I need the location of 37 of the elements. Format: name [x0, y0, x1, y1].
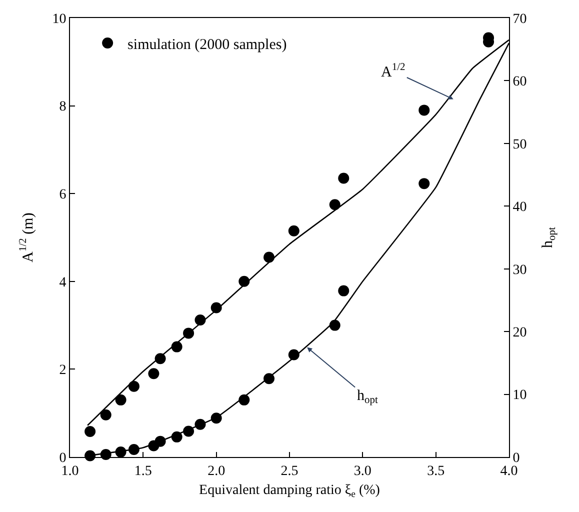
annotation: A$^{1/2}$: [381, 62, 406, 80]
y2-tick-label: 40: [512, 200, 527, 216]
y2-tick-label: 30: [512, 262, 527, 278]
point: [148, 368, 160, 380]
y-tick-label: 0: [59, 450, 66, 466]
legend-label: simulation (2000 samples): [128, 36, 287, 53]
point: [329, 320, 340, 331]
point: [115, 394, 126, 406]
x-tick-label: 4.0: [500, 464, 518, 479]
y-tick-label: 6: [59, 188, 66, 202]
point: [128, 380, 140, 392]
y2-tick-label: 10: [512, 388, 527, 404]
y2-tick-label: 60: [512, 74, 527, 90]
x-tick-label: 2.0: [208, 464, 226, 479]
y2-tick-label: 50: [512, 137, 527, 152]
point: [338, 285, 350, 296]
point: [418, 178, 430, 190]
x-tick-label: 2.5: [280, 464, 298, 479]
point: [288, 225, 300, 236]
y2-tick-label: 70: [512, 12, 527, 27]
point: [418, 104, 430, 116]
y-tick-label: 10: [52, 12, 66, 27]
annotation: h$_{opt}$: [357, 388, 378, 406]
y2-tick-label: 0: [512, 450, 520, 466]
point: [84, 426, 96, 438]
y-tick-label: 4: [59, 275, 66, 290]
x-tick-label: 3.5: [427, 464, 445, 479]
y-tick-label: 8: [59, 100, 66, 115]
y2-tick-label: 20: [512, 325, 527, 340]
y-tick-label: 2: [59, 363, 66, 378]
point: [338, 172, 350, 184]
x-tick-label: 3.0: [354, 464, 372, 479]
x-tick-label: 1.0: [61, 464, 79, 479]
point: [100, 409, 112, 420]
point: [329, 199, 340, 210]
x-tick-label: 1.5: [134, 464, 152, 479]
x-axis-title: Equivalent damping ratio ξ$_{e}$ (%): [199, 483, 380, 500]
